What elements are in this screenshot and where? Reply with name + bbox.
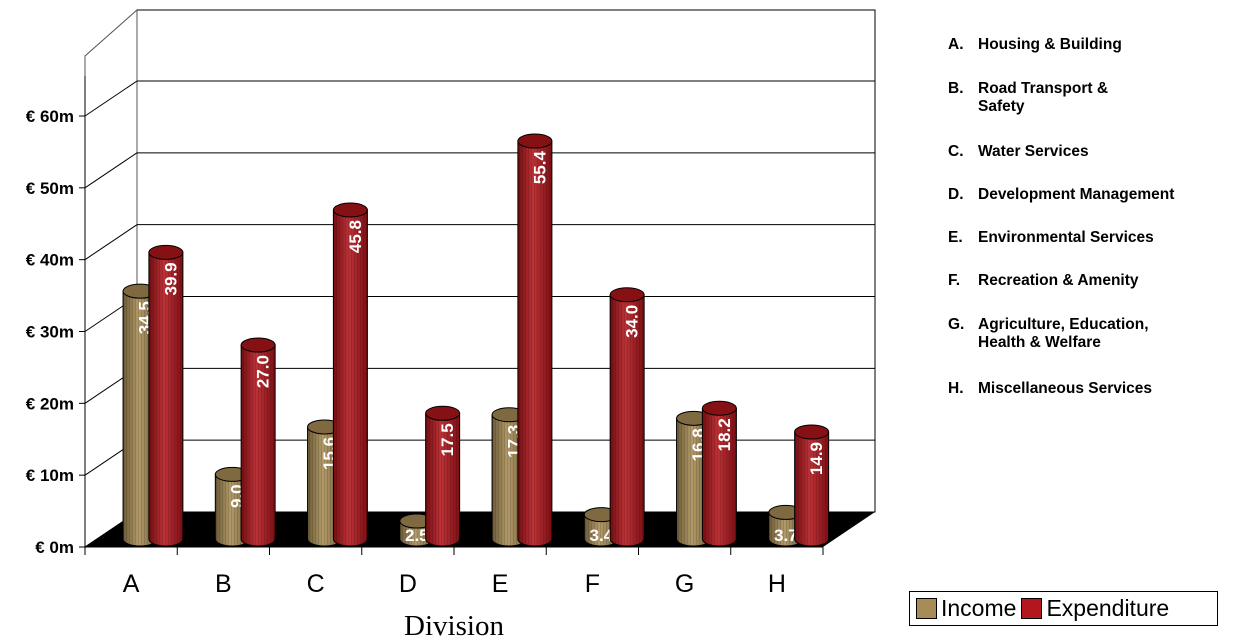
legend-label-income: Income [941,595,1017,621]
bar-expenditure-E: 55.4 [517,133,553,547]
x-axis-title: Division [404,610,504,642]
x-tick-label: A [123,570,140,598]
gridline-side [84,224,138,261]
category-key-item: G. Agriculture, Education, Health & Welfa… [948,316,1149,351]
bar-expenditure-C: 45.8 [332,202,368,547]
category-key-item: A. Housing & Building [948,36,1122,53]
bar-top [425,405,461,421]
x-tick-label: H [768,570,786,598]
y-tick-label: € 50m [26,179,74,198]
bar-texture [702,408,737,546]
data-label: 14.9 [807,442,826,475]
bar-top [240,337,276,353]
data-label: 18.2 [715,418,734,451]
bar-expenditure-F: 34.0 [609,287,645,547]
category-key-item: E. Environmental Services [948,229,1154,246]
bar-top [609,287,645,303]
bar-texture [794,431,829,546]
y-tick-label: € 20m [26,394,74,413]
bar-expenditure-A: 39.9 [148,244,184,547]
x-tick-label: F [585,570,600,598]
legend-swatch-expenditure [1021,598,1043,619]
category-key-item: H. Miscellaneous Services [948,380,1153,397]
gridline-side [84,152,138,189]
x-tick-label: E [492,570,509,598]
y-tick-label: € 60m [26,107,74,126]
data-label: 2.5 [405,526,429,545]
bar-texture [148,252,183,546]
category-key-item: C. Water Services [948,143,1089,160]
legend-swatch-income [916,598,937,619]
bar-top [701,400,737,416]
gridline-side [84,80,138,117]
bar-texture [333,210,368,546]
bar-top [332,202,368,218]
legend-label-expenditure: Expenditure [1046,595,1170,621]
data-label: 3.4 [589,526,613,545]
data-label: 45.8 [346,220,365,253]
y-tick-label: € 10m [26,466,74,485]
y-tick-label: € 30m [26,323,74,342]
bar-texture [241,345,276,546]
y-tick-label: € 40m [26,251,74,270]
category-key-item: B. Road Transport & Safety [948,80,1109,115]
legend-item-income: Income [916,595,1016,622]
x-tick-label: C [307,570,325,598]
data-label: 39.9 [161,262,180,295]
data-label: 55.4 [530,151,549,185]
data-label: 27.0 [254,355,273,388]
bar-expenditure-G: 18.2 [701,400,737,547]
data-label: 17.5 [438,423,457,456]
chart-floor [85,512,875,547]
bar-texture [425,413,460,546]
bar-top [148,244,184,260]
x-tick-label: D [399,570,417,598]
bar-top [517,133,553,149]
x-tick-label: G [675,570,694,598]
bar-expenditure-H: 14.9 [794,424,830,547]
category-key-item: F. Recreation & Amenity [948,272,1139,289]
data-label: 3.7 [774,526,798,545]
legend: Income Expenditure [909,591,1218,626]
bar-expenditure-D: 17.5 [425,405,461,547]
bar-top [794,424,830,440]
legend-item-expenditure: Expenditure [1021,595,1169,622]
x-tick-label: B [215,570,232,598]
bar-expenditure-B: 27.0 [240,337,276,547]
bar-texture [610,294,645,546]
data-label: 34.0 [623,305,642,338]
category-key-item: D. Development Management [948,186,1175,203]
bar-texture [517,141,552,546]
y-tick-label: € 0m [35,538,74,557]
